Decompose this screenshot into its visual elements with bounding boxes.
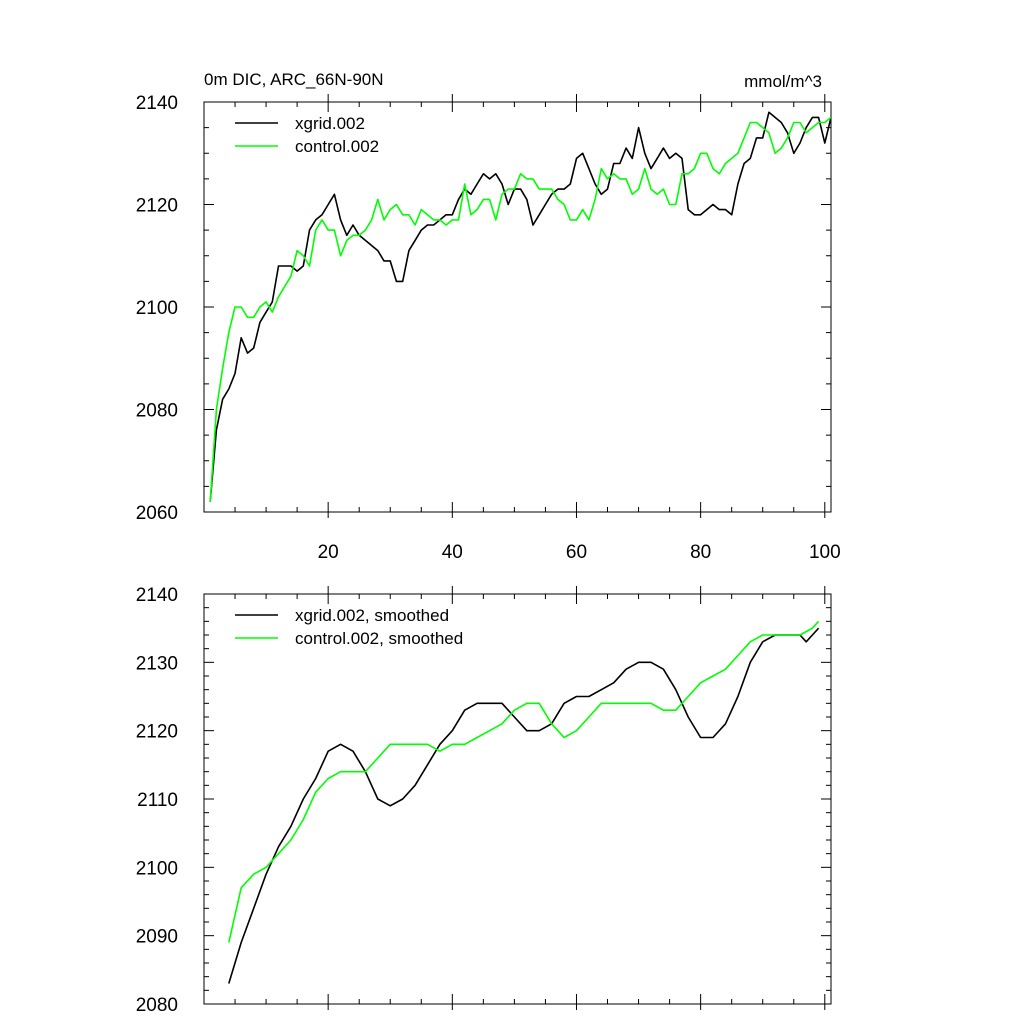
series-line-0 xyxy=(228,627,820,984)
y-tick-label: 2120 xyxy=(136,722,178,743)
x-tick-label: 40 xyxy=(442,542,463,563)
y-tick-label: 2100 xyxy=(136,298,178,319)
series-line-1 xyxy=(209,116,832,502)
bottom-panel: 2080 2090 2100 2110 2120 2130 2140 xgrid.002, s… xyxy=(136,585,832,1016)
units-label: mmol/m^3 xyxy=(744,72,822,91)
series-line-0 xyxy=(209,111,832,502)
legend-label-1: control.002, smoothed xyxy=(295,629,463,648)
y-tick-label: 2090 xyxy=(136,927,178,948)
top-panel: 20 40 60 80 100 2060 2080 2100 2120 2140 xgrid.002… xyxy=(136,93,841,563)
plot-frame xyxy=(203,101,832,513)
y-tick-label: 2130 xyxy=(136,653,178,674)
y-tick-label: 2100 xyxy=(136,858,178,879)
y-tick-label: 2140 xyxy=(136,93,178,114)
x-tick-label: 100 xyxy=(809,542,841,563)
y-tick-label: 2120 xyxy=(136,196,178,217)
chart-title: 0m DIC, ARC_66N-90N xyxy=(204,70,384,89)
legend-label-1: control.002 xyxy=(295,137,379,156)
y-tick-label: 2080 xyxy=(136,995,178,1016)
legend-label-0: xgrid.002, smoothed xyxy=(295,606,449,625)
y-tick-label: 2060 xyxy=(136,503,178,524)
legend-label-0: xgrid.002 xyxy=(295,114,365,133)
x-tick-label: 60 xyxy=(566,542,587,563)
series-line-1 xyxy=(228,620,820,943)
y-tick-label: 2110 xyxy=(137,790,178,811)
x-tick-label: 80 xyxy=(690,542,711,563)
y-tick-label: 2080 xyxy=(136,401,178,422)
x-tick-label: 20 xyxy=(318,542,339,563)
y-tick-label: 2140 xyxy=(136,585,178,606)
